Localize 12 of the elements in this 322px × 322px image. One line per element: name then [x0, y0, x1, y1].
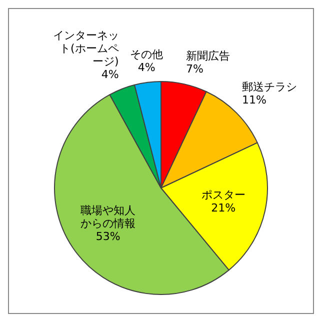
slice-label: ポスター: [201, 188, 246, 202]
slice-label: 郵送チラシ: [242, 80, 297, 94]
data-label: 4%: [138, 60, 156, 74]
data-label: 4%: [101, 68, 119, 81]
slice-label: インターネット(ホームページ): [52, 28, 119, 68]
data-label: 7%: [186, 62, 204, 76]
data-label: 53%: [96, 230, 120, 243]
slice-label: その他: [130, 48, 164, 61]
data-label: 21%: [211, 201, 236, 214]
slice-label: 新聞広告: [186, 50, 230, 63]
data-label: 11%: [242, 93, 266, 106]
slice-label: 職場や知人からの情報: [80, 204, 136, 230]
